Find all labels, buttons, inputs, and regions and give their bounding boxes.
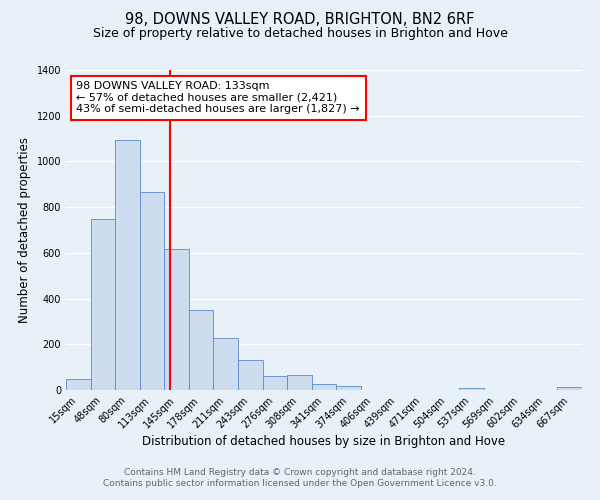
- Bar: [189, 310, 214, 390]
- Bar: [263, 376, 287, 390]
- Bar: [312, 384, 336, 390]
- Bar: [557, 388, 582, 390]
- Bar: [459, 388, 484, 390]
- Bar: [91, 218, 115, 390]
- Bar: [287, 375, 312, 390]
- Text: Contains HM Land Registry data © Crown copyright and database right 2024.
Contai: Contains HM Land Registry data © Crown c…: [103, 468, 497, 487]
- Bar: [164, 250, 189, 390]
- Y-axis label: Number of detached properties: Number of detached properties: [18, 137, 31, 323]
- X-axis label: Distribution of detached houses by size in Brighton and Hove: Distribution of detached houses by size …: [142, 436, 506, 448]
- Bar: [140, 192, 164, 390]
- Text: 98 DOWNS VALLEY ROAD: 133sqm
← 57% of detached houses are smaller (2,421)
43% of: 98 DOWNS VALLEY ROAD: 133sqm ← 57% of de…: [76, 81, 360, 114]
- Bar: [66, 379, 91, 390]
- Bar: [336, 386, 361, 390]
- Bar: [115, 140, 140, 390]
- Bar: [238, 360, 263, 390]
- Text: 98, DOWNS VALLEY ROAD, BRIGHTON, BN2 6RF: 98, DOWNS VALLEY ROAD, BRIGHTON, BN2 6RF: [125, 12, 475, 28]
- Bar: [214, 338, 238, 390]
- Text: Size of property relative to detached houses in Brighton and Hove: Size of property relative to detached ho…: [92, 28, 508, 40]
